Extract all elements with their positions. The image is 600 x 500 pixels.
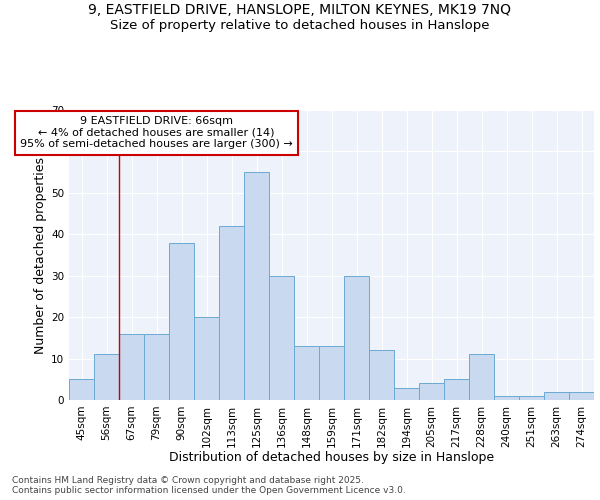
- Bar: [344, 276, 369, 400]
- Bar: [394, 388, 419, 400]
- Bar: [194, 317, 219, 400]
- Bar: [169, 242, 194, 400]
- Bar: [144, 334, 169, 400]
- Bar: [269, 276, 294, 400]
- Bar: [244, 172, 269, 400]
- Bar: [419, 384, 444, 400]
- Text: 9 EASTFIELD DRIVE: 66sqm
← 4% of detached houses are smaller (14)
95% of semi-de: 9 EASTFIELD DRIVE: 66sqm ← 4% of detache…: [20, 116, 293, 150]
- Bar: [69, 380, 94, 400]
- Bar: [94, 354, 119, 400]
- Text: Size of property relative to detached houses in Hanslope: Size of property relative to detached ho…: [110, 18, 490, 32]
- Bar: [119, 334, 144, 400]
- Bar: [319, 346, 344, 400]
- Bar: [519, 396, 544, 400]
- Bar: [469, 354, 494, 400]
- Text: 9, EASTFIELD DRIVE, HANSLOPE, MILTON KEYNES, MK19 7NQ: 9, EASTFIELD DRIVE, HANSLOPE, MILTON KEY…: [89, 2, 511, 16]
- Bar: [294, 346, 319, 400]
- X-axis label: Distribution of detached houses by size in Hanslope: Distribution of detached houses by size …: [169, 451, 494, 464]
- Bar: [444, 380, 469, 400]
- Y-axis label: Number of detached properties: Number of detached properties: [34, 156, 47, 354]
- Bar: [219, 226, 244, 400]
- Bar: [569, 392, 594, 400]
- Bar: [369, 350, 394, 400]
- Bar: [494, 396, 519, 400]
- Text: Contains HM Land Registry data © Crown copyright and database right 2025.
Contai: Contains HM Land Registry data © Crown c…: [12, 476, 406, 495]
- Bar: [544, 392, 569, 400]
